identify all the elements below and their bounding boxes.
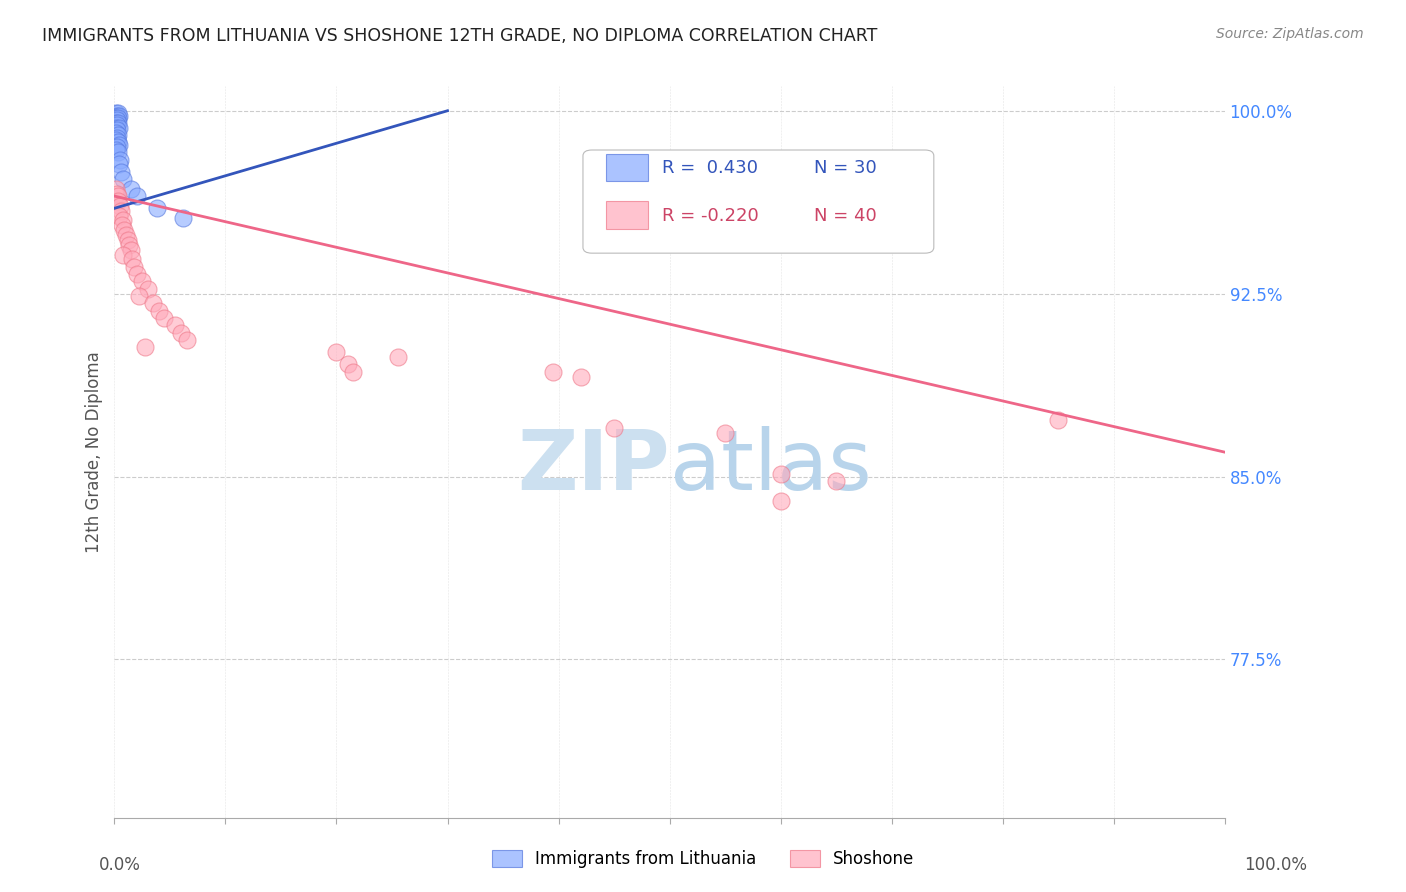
Point bbox=[107, 189, 129, 203]
Point bbox=[342, 365, 364, 379]
Point bbox=[172, 211, 194, 225]
Point bbox=[110, 164, 132, 178]
Point bbox=[105, 140, 128, 154]
Point bbox=[142, 296, 165, 310]
Point bbox=[111, 219, 134, 233]
Point bbox=[107, 128, 129, 142]
Point bbox=[107, 136, 129, 150]
Point bbox=[104, 106, 127, 120]
Point bbox=[336, 357, 359, 371]
Point bbox=[153, 311, 176, 326]
Point bbox=[569, 369, 592, 384]
Text: 0.0%: 0.0% bbox=[98, 856, 141, 874]
Point bbox=[108, 109, 131, 123]
Point bbox=[387, 350, 409, 364]
Point bbox=[112, 247, 135, 261]
Point bbox=[128, 289, 150, 303]
Point bbox=[108, 153, 131, 167]
Point bbox=[124, 260, 146, 274]
Point bbox=[104, 120, 127, 135]
Point bbox=[125, 267, 148, 281]
Point bbox=[541, 365, 564, 379]
Point bbox=[121, 252, 143, 267]
Text: N = 40: N = 40 bbox=[814, 207, 877, 225]
Bar bbox=[606, 202, 648, 229]
Point bbox=[105, 109, 128, 123]
Text: Source: ZipAtlas.com: Source: ZipAtlas.com bbox=[1216, 27, 1364, 41]
Point bbox=[104, 116, 127, 130]
Point bbox=[136, 282, 159, 296]
Point bbox=[118, 238, 141, 252]
Text: ZIP: ZIP bbox=[517, 426, 669, 508]
Point bbox=[104, 182, 127, 196]
Point bbox=[112, 172, 135, 186]
Text: R =  0.430: R = 0.430 bbox=[662, 160, 758, 178]
Point bbox=[148, 303, 170, 318]
Point bbox=[104, 111, 127, 125]
Point bbox=[825, 475, 848, 489]
Point bbox=[714, 425, 737, 440]
Point bbox=[120, 182, 142, 196]
Point bbox=[105, 186, 128, 201]
Point bbox=[176, 333, 198, 347]
Point bbox=[110, 203, 132, 218]
Point bbox=[107, 145, 129, 160]
FancyBboxPatch shape bbox=[583, 150, 934, 253]
Point bbox=[104, 133, 127, 147]
Point bbox=[325, 345, 347, 359]
Text: 100.0%: 100.0% bbox=[1244, 856, 1308, 874]
Point bbox=[120, 243, 142, 257]
Point bbox=[117, 233, 139, 247]
Text: R = -0.220: R = -0.220 bbox=[662, 207, 759, 225]
Text: N = 30: N = 30 bbox=[814, 160, 877, 178]
Text: IMMIGRANTS FROM LITHUANIA VS SHOSHONE 12TH GRADE, NO DIPLOMA CORRELATION CHART: IMMIGRANTS FROM LITHUANIA VS SHOSHONE 12… bbox=[42, 27, 877, 45]
Point bbox=[108, 120, 131, 135]
Point bbox=[107, 116, 129, 130]
Point bbox=[165, 318, 187, 333]
Point bbox=[105, 123, 128, 137]
Legend: Immigrants from Lithuania, Shoshone: Immigrants from Lithuania, Shoshone bbox=[485, 843, 921, 875]
Point bbox=[134, 340, 156, 354]
Point bbox=[108, 137, 131, 152]
Bar bbox=[606, 153, 648, 181]
Point bbox=[108, 209, 131, 223]
Point bbox=[105, 130, 128, 145]
Point bbox=[108, 157, 131, 171]
Point bbox=[108, 199, 131, 213]
Point bbox=[125, 189, 148, 203]
Point bbox=[769, 494, 792, 508]
Point bbox=[104, 143, 127, 157]
Text: atlas: atlas bbox=[669, 426, 872, 508]
Point bbox=[105, 119, 128, 133]
Point bbox=[112, 213, 135, 227]
Point bbox=[1047, 413, 1070, 427]
Point bbox=[104, 126, 127, 140]
Point bbox=[114, 228, 136, 243]
Point bbox=[145, 202, 167, 216]
Point bbox=[170, 326, 193, 340]
Point bbox=[107, 111, 129, 125]
Point bbox=[131, 275, 153, 289]
Y-axis label: 12th Grade, No Diploma: 12th Grade, No Diploma bbox=[86, 351, 103, 553]
Point bbox=[107, 106, 129, 120]
Point bbox=[107, 194, 129, 208]
Point bbox=[769, 467, 792, 481]
Point bbox=[603, 421, 626, 435]
Point bbox=[105, 113, 128, 128]
Point bbox=[112, 223, 135, 237]
